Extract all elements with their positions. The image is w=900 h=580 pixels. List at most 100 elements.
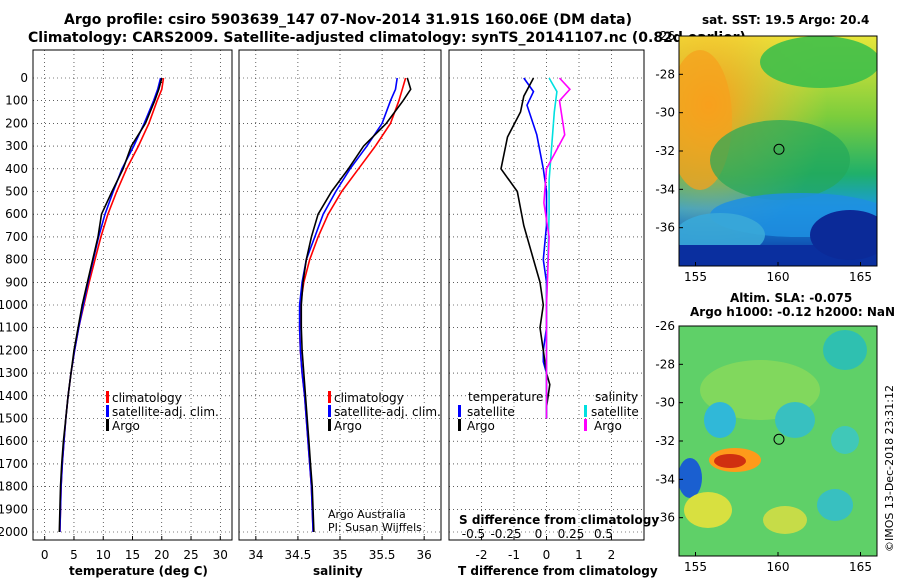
sla-map-title-2: Argo h1000: -0.12 h2000: NaN <box>690 305 895 319</box>
x-tick-label: 35 <box>332 548 347 562</box>
temperature-axis-label: temperature (deg C) <box>69 564 208 578</box>
legend-argo: Argo <box>334 419 362 433</box>
map-y-tick-label: -30 <box>655 396 675 410</box>
s-difference-tick-label: 0 <box>535 527 543 541</box>
depth-tick-label: 600 <box>5 207 28 221</box>
map-y-tick-label: -32 <box>655 144 675 158</box>
map-y-tick-label: -30 <box>655 106 675 120</box>
depth-tick-label: 1300 <box>0 366 28 380</box>
depth-tick-label: 0 <box>20 71 28 85</box>
x-tick-label: 10 <box>96 548 111 562</box>
sst-map-image <box>679 36 877 266</box>
x-tick-label: 0 <box>543 548 551 562</box>
legend-swatch-t-satellite <box>458 405 461 417</box>
depth-tick-label: 100 <box>5 94 28 108</box>
legend-swatch-t-argo <box>458 419 461 431</box>
sla-float-marker <box>773 433 785 445</box>
map-y-tick-label: -36 <box>655 511 675 525</box>
depth-tick-label: 200 <box>5 116 28 130</box>
map-y-tick-label: -36 <box>655 221 675 235</box>
s-difference-tick-label: 0.25 <box>558 527 585 541</box>
legend-s-satellite: satellite <box>591 405 639 419</box>
legend-t-satellite: satellite <box>467 405 515 419</box>
depth-axis: 0 100 200 300 400 500 600 700 800 900 1000 1100 1200… <box>0 71 28 539</box>
legend-swatch-s-satellite <box>584 405 587 417</box>
depth-tick-label: 900 <box>5 275 28 289</box>
x-tick-label: 20 <box>154 548 169 562</box>
map-y-tick-label: -26 <box>655 319 675 333</box>
map-y-tick-label: -34 <box>655 182 675 196</box>
credit-line-2: PI: Susan Wijffels <box>328 521 422 534</box>
legend-swatch-climatology <box>106 391 109 403</box>
gridlines <box>33 50 644 540</box>
x-tick-label: 34.5 <box>285 548 312 562</box>
x-tick-label: 0 <box>41 548 49 562</box>
series-climatology <box>59 77 165 533</box>
s-difference-tick-label: -0.5 <box>462 527 485 541</box>
legend-swatch-argo <box>106 419 109 431</box>
x-tick-label: 15 <box>125 548 140 562</box>
sst-float-marker <box>773 143 785 155</box>
map-x-tick-label: 165 <box>849 270 872 284</box>
legend-swatch-argo <box>328 419 331 431</box>
t-difference-axis-label: T difference from climatology <box>458 564 658 578</box>
legend-swatch-climatology <box>328 391 331 403</box>
x-tick-label: 5 <box>70 548 78 562</box>
depth-tick-label: 2000 <box>0 525 28 539</box>
difference-legend: temperature satellite Argo salinity sate… <box>458 390 639 433</box>
x-axes: 0 5 10 15 20 25 30 34 34.5 35 35.5 36 -2 -1 0 1 2 -0.5 -0.… <box>41 527 615 562</box>
depth-tick-label: 1900 <box>0 502 28 516</box>
depth-tick-label: 400 <box>5 162 28 176</box>
depth-tick-label: 300 <box>5 139 28 153</box>
map-y-tick-label: -28 <box>655 357 675 371</box>
x-tick-label: 25 <box>183 548 198 562</box>
x-tick-label: -2 <box>476 548 488 562</box>
s-difference-tick-label: 0.5 <box>594 527 613 541</box>
series-argo <box>58 77 163 533</box>
legend-s-argo: Argo <box>594 419 622 433</box>
legend-satellite: satellite-adj. clim. <box>112 405 219 419</box>
map-x-tick-label: 165 <box>849 560 872 574</box>
map-x-tick-label: 160 <box>767 270 790 284</box>
x-tick-label: -1 <box>508 548 520 562</box>
sst-map-title: sat. SST: 19.5 Argo: 20.4 <box>702 13 869 27</box>
x-tick-label: 1 <box>575 548 583 562</box>
series-temperature-satellite <box>523 77 548 419</box>
s-difference-tick-label: -0.25 <box>490 527 521 541</box>
sla-map-title-1: Altim. SLA: -0.075 <box>730 291 852 305</box>
map-y-tick-label: -34 <box>655 472 675 486</box>
credit-line-1: Argo Australia <box>328 508 406 521</box>
x-tick-label: 30 <box>213 548 228 562</box>
legend-t-argo: Argo <box>467 419 495 433</box>
title-line-1: Argo profile: csiro 5903639_147 07-Nov-2… <box>64 12 632 28</box>
sla-map-image <box>679 326 877 556</box>
depth-tick-label: 1000 <box>0 298 28 312</box>
map-x-tick-label: 160 <box>767 560 790 574</box>
title-line-2: Climatology: CARS2009. Satellite-adjuste… <box>28 30 746 46</box>
x-tick-label: 34 <box>248 548 263 562</box>
depth-tick-label: 1500 <box>0 412 28 426</box>
footer-credit: ©IMOS 13-Dec-2018 23:31:12 <box>883 385 896 552</box>
depth-tick-label: 1100 <box>0 321 28 335</box>
map-y-tick-label: -28 <box>655 67 675 81</box>
legend-satellite: satellite-adj. clim. <box>334 405 441 419</box>
series-salinity-argo <box>543 77 571 419</box>
s-difference-axis-label: S difference from climatology <box>459 513 659 527</box>
depth-tick-label: 1700 <box>0 457 28 471</box>
map-x-tick-label: 155 <box>684 270 707 284</box>
legend-swatch-s-argo <box>584 419 587 431</box>
depth-tick-label: 1800 <box>0 480 28 494</box>
depth-tick-label: 1400 <box>0 389 28 403</box>
legend-swatch-satellite <box>328 405 331 417</box>
depth-tick-label: 1600 <box>0 434 28 448</box>
temperature-legend: climatology satellite-adj. clim. Argo <box>106 391 219 433</box>
legend-climatology: climatology <box>112 391 182 405</box>
x-tick-label: 36 <box>417 548 432 562</box>
x-tick-label: 35.5 <box>369 548 396 562</box>
series-argo <box>300 77 412 533</box>
profile-lines <box>58 77 571 533</box>
x-tick-label: 2 <box>608 548 616 562</box>
depth-tick-label: 1200 <box>0 343 28 357</box>
legend-temperature-header: temperature <box>468 390 543 404</box>
